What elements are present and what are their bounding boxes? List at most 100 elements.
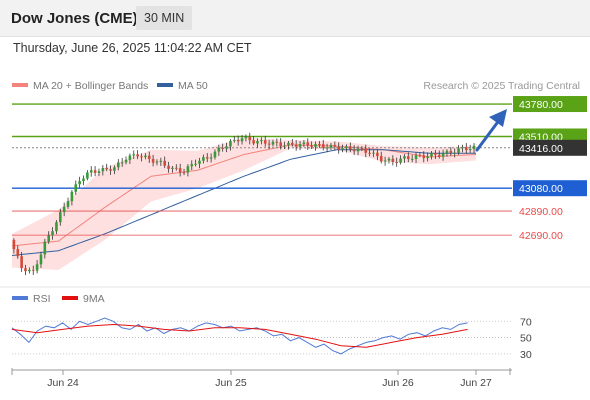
candle-body — [86, 172, 89, 179]
candle-body — [213, 151, 217, 158]
candle-body — [263, 140, 267, 144]
candle-body — [117, 162, 120, 168]
candle-body — [225, 146, 228, 149]
candle-body — [414, 155, 418, 159]
candle-body — [31, 269, 35, 271]
candle-body — [132, 154, 136, 156]
candle-body — [252, 140, 255, 144]
candle-body — [24, 268, 27, 272]
candle-body — [271, 141, 275, 145]
candle-body — [70, 191, 74, 202]
legend-swatch-ma50 — [157, 83, 173, 88]
candle-body — [472, 145, 476, 150]
ma20-line — [11, 144, 477, 247]
candle-body — [260, 140, 263, 142]
candle-body — [178, 168, 182, 173]
chart-header: Dow Jones (CME) 30 MIN — [0, 0, 590, 37]
candle-body — [267, 143, 271, 145]
candle-body — [89, 170, 93, 173]
candle-body — [279, 142, 282, 146]
candle-body — [468, 149, 472, 151]
bollinger-band-area — [12, 137, 476, 270]
candle-body — [190, 164, 194, 167]
candle-body — [221, 147, 224, 149]
legend-label-ma20: MA 20 + Bollinger Bands — [33, 80, 149, 92]
candle-body — [298, 144, 302, 147]
candle-body — [445, 150, 449, 154]
candle-body — [244, 136, 248, 139]
candle-body — [51, 231, 54, 236]
candle-body — [109, 169, 112, 171]
candle-body — [124, 159, 128, 163]
candle-body — [66, 201, 70, 207]
legend-label-rsi: RSI — [33, 293, 51, 305]
candle-body — [82, 178, 85, 182]
legend-ma20: MA 20 + Bollinger Bands — [12, 80, 148, 92]
candle-body — [453, 152, 456, 154]
x-tick-label: Jun 25 — [215, 377, 247, 389]
candle-body — [167, 165, 170, 169]
candle-body — [302, 142, 306, 145]
level-resistance-0: 43780.00 — [12, 96, 587, 113]
candle-body — [387, 158, 391, 161]
candle-body — [194, 163, 197, 165]
candle-body — [39, 254, 43, 265]
candle-body — [236, 139, 240, 142]
candle-body — [434, 153, 437, 155]
candle-body — [163, 160, 166, 166]
legend-rsi: RSI — [12, 293, 51, 305]
candle-body — [364, 148, 368, 153]
candle-body — [333, 144, 337, 147]
level-label: 42890.00 — [519, 206, 563, 218]
candle-body — [113, 167, 116, 171]
candle-body — [345, 146, 348, 149]
candle-body — [372, 152, 375, 154]
x-tick-label: Jun 26 — [382, 377, 414, 389]
candle-body — [78, 181, 81, 185]
legend-label-ma50: MA 50 — [178, 80, 208, 92]
candle-body — [233, 139, 236, 141]
candle-body — [175, 167, 178, 169]
candle-body — [28, 269, 31, 272]
candle-body — [310, 145, 313, 147]
candle-body — [395, 161, 398, 163]
candle-body — [321, 144, 325, 148]
candle-body — [101, 168, 105, 172]
candle-body — [186, 166, 190, 173]
candle-body — [93, 170, 97, 173]
rsi-panel: 70 50 30 — [11, 316, 532, 361]
candle-body — [97, 171, 101, 173]
candle-body — [418, 155, 422, 157]
candle-body — [318, 143, 321, 145]
candle-body — [349, 146, 352, 150]
candle-body — [229, 140, 232, 147]
candle-body — [155, 161, 159, 163]
candle-body — [47, 235, 50, 242]
timeframe-button[interactable]: 30 MIN — [136, 6, 193, 30]
level-support-4: 42890.00 — [12, 206, 563, 218]
candle-body — [202, 157, 205, 161]
candle-body — [352, 149, 356, 152]
candle-body — [291, 142, 294, 145]
legend-label-9ma: 9MA — [83, 293, 105, 305]
candle-body — [403, 156, 406, 159]
candle-body — [140, 156, 143, 158]
candle-body — [437, 154, 441, 157]
candles — [12, 132, 476, 276]
forecast-arrow-head — [489, 109, 507, 127]
candle-body — [441, 153, 445, 157]
candle-body — [240, 138, 244, 142]
level-label-bg — [513, 96, 587, 113]
candle-body — [12, 239, 16, 250]
candle-body — [136, 154, 139, 157]
candle-body — [205, 157, 209, 159]
legend-swatch-rsi — [12, 296, 28, 301]
candle-body — [171, 167, 174, 169]
candle-body — [105, 168, 108, 170]
candle-body — [360, 148, 364, 150]
candle-body — [151, 158, 155, 163]
x-tick-label: Jun 27 — [460, 377, 492, 389]
candle-body — [426, 156, 429, 159]
x-tick-label: Jun 24 — [47, 377, 79, 389]
